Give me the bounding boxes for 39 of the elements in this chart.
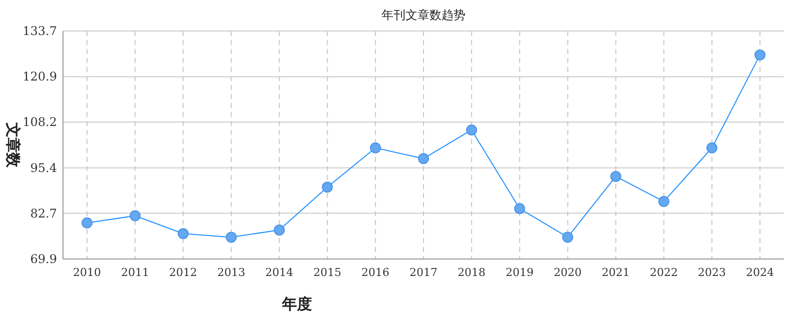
point <box>658 196 670 207</box>
point <box>514 203 526 214</box>
y-tick-label: 95.4 <box>30 160 58 175</box>
point <box>562 232 574 243</box>
x-tick-label: 2021 <box>602 266 630 279</box>
point <box>274 224 285 236</box>
y-tick-label: 133.7 <box>22 24 57 38</box>
y-axis-title: 文章数 <box>4 122 22 168</box>
x-axis-title: 年度 <box>281 295 312 313</box>
point <box>610 170 622 182</box>
y-tick-label: 120.9 <box>22 70 57 84</box>
chart-title: 年刊文章数趋势 <box>382 8 466 22</box>
point <box>754 49 766 60</box>
x-tick-label: 2010 <box>73 266 102 279</box>
y-tick-label: 82.7 <box>30 206 57 220</box>
x-tick-label: 2017 <box>410 266 438 279</box>
x-tick-label: 2013 <box>217 266 246 279</box>
x-tick-label: 2012 <box>169 266 198 279</box>
point <box>418 153 429 164</box>
point <box>130 210 141 222</box>
y-tick-label: 69.9 <box>30 252 57 266</box>
point <box>370 142 381 154</box>
point <box>466 124 478 136</box>
x-tick-label: 2023 <box>698 266 726 279</box>
y-tick-label: 108.2 <box>22 115 57 130</box>
x-tick-label: 2022 <box>650 266 678 279</box>
x-tick-label: 2024 <box>746 266 774 279</box>
x-tick-label: 2020 <box>554 266 582 279</box>
x-tick-label: 2016 <box>361 266 390 279</box>
x-tick-label: 2015 <box>313 266 342 279</box>
point <box>322 182 333 193</box>
x-tick-label: 2019 <box>506 266 534 279</box>
x-tick-label: 2014 <box>265 266 294 279</box>
point <box>82 217 93 228</box>
point <box>178 228 189 240</box>
point <box>706 142 718 154</box>
x-tick-label: 2018 <box>458 266 486 279</box>
point <box>226 232 237 243</box>
x-tick-label: 2011 <box>121 266 150 279</box>
